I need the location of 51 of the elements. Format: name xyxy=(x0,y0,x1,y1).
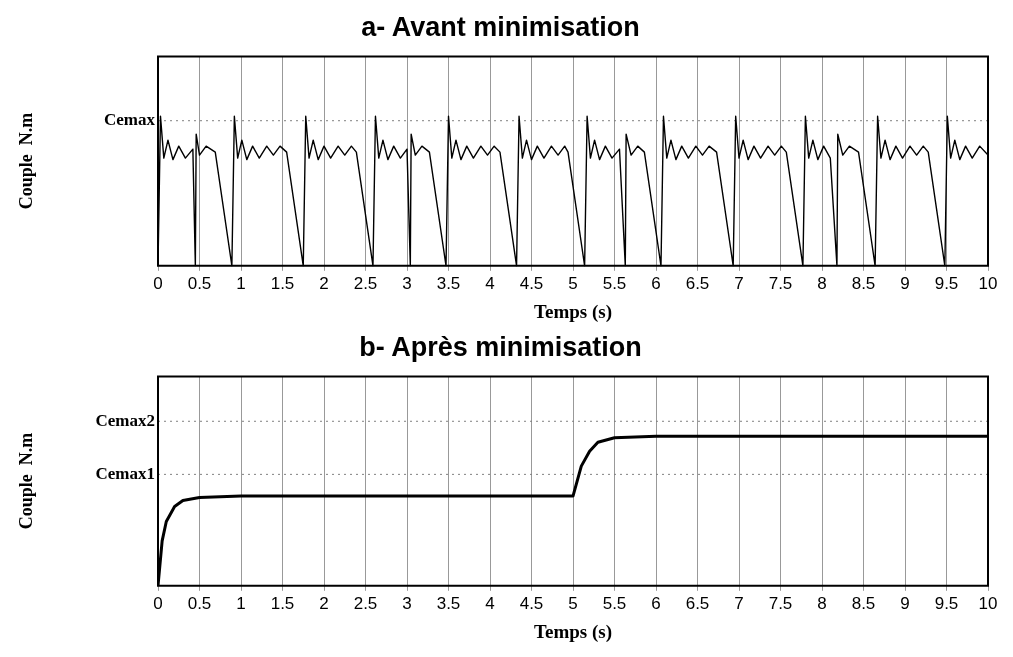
x-tick-label: 2 xyxy=(319,593,329,613)
x-tick-label: 5 xyxy=(568,593,578,613)
x-tick-label: 6.5 xyxy=(685,273,710,293)
x-tick-label: 5.5 xyxy=(602,273,627,293)
x-tick-label: 1 xyxy=(236,273,246,293)
x-tick-label: 3 xyxy=(402,593,412,613)
x-tick-label: 6 xyxy=(651,593,661,613)
x-tick-label: 3 xyxy=(402,273,412,293)
ref-line-label: Cemax2 xyxy=(95,410,155,430)
x-tick-label: 9.5 xyxy=(934,593,959,613)
x-axis-title: Temps (s) xyxy=(534,300,612,323)
chart-title: b- Après minimisation xyxy=(359,331,642,362)
x-tick-label: 6.5 xyxy=(685,593,710,613)
x-tick-label: 7 xyxy=(734,273,744,293)
ref-line-label: Cemax xyxy=(104,110,156,130)
x-tick-label: 10 xyxy=(978,593,998,613)
x-tick-label: 1.5 xyxy=(270,273,295,293)
ref-line-label: Cemax1 xyxy=(95,463,155,483)
x-tick-label: 0 xyxy=(153,593,163,613)
x-tick-label: 2.5 xyxy=(353,273,378,293)
x-tick-label: 4 xyxy=(485,593,495,613)
x-tick-label: 0.5 xyxy=(187,593,212,613)
x-tick-label: 9.5 xyxy=(934,273,959,293)
x-tick-label: 8.5 xyxy=(851,273,876,293)
x-tick-label: 4.5 xyxy=(519,593,544,613)
x-tick-label: 1 xyxy=(236,593,246,613)
x-tick-label: 4 xyxy=(485,273,495,293)
x-tick-label: 8.5 xyxy=(851,593,876,613)
x-tick-label: 1.5 xyxy=(270,593,295,613)
x-tick-label: 0 xyxy=(153,273,163,293)
x-tick-label: 7.5 xyxy=(768,273,793,293)
x-tick-label: 5.5 xyxy=(602,593,627,613)
x-axis-title: Temps (s) xyxy=(534,620,612,643)
y-axis-title: Couple N.m xyxy=(16,432,37,530)
x-tick-label: 10 xyxy=(978,273,998,293)
x-tick-label: 7 xyxy=(734,593,744,613)
x-tick-label: 2 xyxy=(319,273,329,293)
x-tick-label: 9 xyxy=(900,593,910,613)
x-tick-label: 8 xyxy=(817,273,827,293)
x-tick-label: 3.5 xyxy=(436,273,461,293)
x-tick-label: 3.5 xyxy=(436,593,461,613)
x-tick-label: 2.5 xyxy=(353,593,378,613)
x-tick-label: 0.5 xyxy=(187,273,212,293)
x-tick-label: 9 xyxy=(900,273,910,293)
x-tick-label: 5 xyxy=(568,273,578,293)
y-axis-title: Couple N.m xyxy=(16,112,37,210)
x-tick-label: 6 xyxy=(651,273,661,293)
x-tick-label: 7.5 xyxy=(768,593,793,613)
x-tick-label: 4.5 xyxy=(519,273,544,293)
x-tick-label: 8 xyxy=(817,593,827,613)
chart-title: a- Avant minimisation xyxy=(361,11,640,42)
